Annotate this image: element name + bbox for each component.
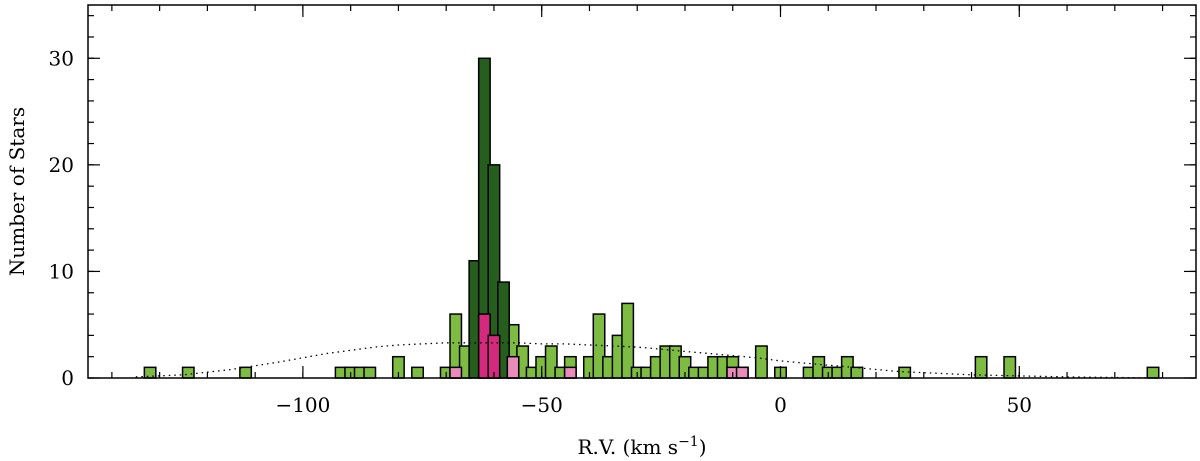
y-tick-label: 20	[49, 153, 74, 177]
histogram-bar	[754, 345, 768, 379]
histogram-bar	[850, 366, 864, 379]
histogram-bar	[363, 366, 377, 379]
y-tick-label: 0	[61, 366, 74, 390]
histogram-bar	[181, 366, 195, 379]
histogram-bar	[898, 366, 912, 379]
histogram-bar	[735, 366, 749, 379]
histogram-bar	[411, 366, 425, 379]
histogram-bar	[506, 355, 520, 379]
histogram-bar	[563, 366, 577, 379]
histogram-bar	[449, 366, 463, 379]
y-axis-label: Number of Stars	[5, 107, 29, 276]
histogram-bar	[1146, 366, 1160, 379]
ticks-layer: −100 −50 0 50 0 10 20 30	[49, 5, 1196, 417]
x-tick-label: −50	[521, 393, 563, 417]
x-tick-label: 0	[774, 393, 787, 417]
plot-frame	[87, 4, 1197, 379]
x-tick-label: −100	[275, 393, 330, 417]
x-axis-label: R.V. (km s−1)	[577, 434, 706, 459]
y-tick-label: 10	[49, 259, 74, 283]
histogram-bar	[487, 334, 501, 379]
x-tick-label: 50	[1007, 393, 1032, 417]
histogram-bar	[1003, 355, 1017, 379]
histogram-bar	[239, 366, 253, 379]
histogram-bar	[143, 366, 157, 379]
y-tick-label: 30	[49, 46, 74, 70]
